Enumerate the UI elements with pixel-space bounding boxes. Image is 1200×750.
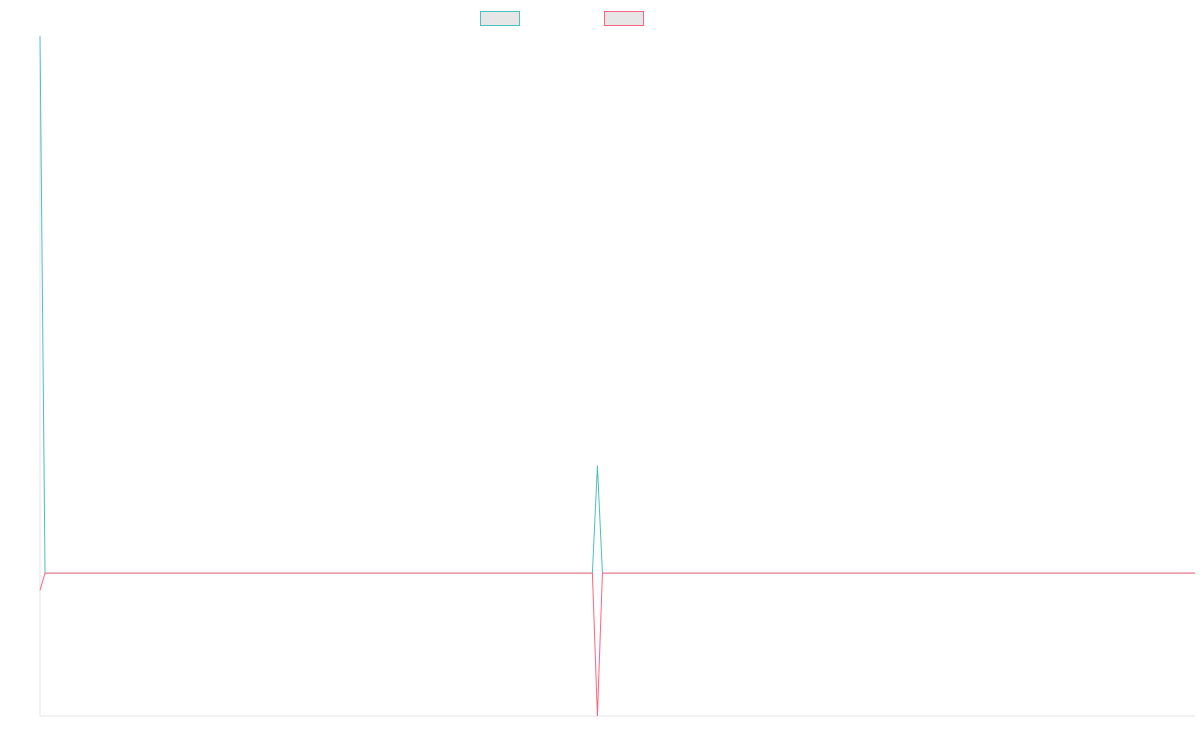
series-layer — [39, 35, 1195, 717]
series-line-2 — [39, 572, 1195, 717]
legend-swatch-series-1 — [480, 10, 520, 26]
legend — [0, 9, 1200, 27]
legend-swatch-series-2 — [604, 10, 644, 26]
legend-item-series-2[interactable] — [604, 9, 644, 27]
series-line-1 — [39, 35, 1195, 574]
legend-item-series-1[interactable] — [480, 9, 520, 27]
